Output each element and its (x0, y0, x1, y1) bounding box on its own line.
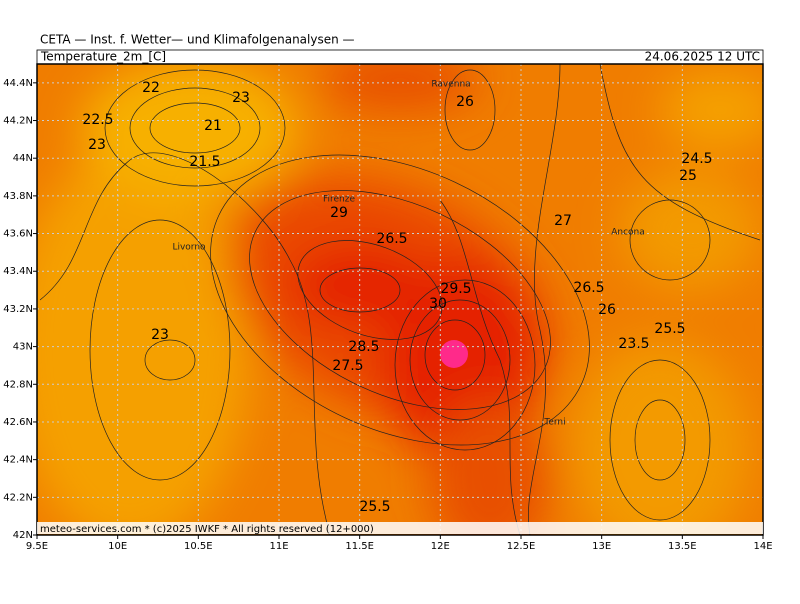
y-tick-label: 43.2N (3, 304, 33, 315)
contour-label: 25.5 (654, 321, 685, 337)
contour-label: 29 (330, 205, 348, 221)
x-tick-label: 14E (753, 541, 772, 552)
x-tick-label: 12E (431, 541, 450, 552)
date: 24.06.2025 12 UTC (645, 50, 760, 64)
contour-label: 22 (142, 80, 160, 96)
contour-label: 23 (88, 137, 106, 153)
footer-bar (37, 522, 763, 534)
x-tick-label: 12.5E (507, 541, 536, 552)
x-tick-label: 9.5E (26, 541, 48, 552)
contour-label: 26.5 (376, 231, 407, 247)
city-label: Firenze (323, 195, 355, 205)
contour-label: 23 (151, 327, 169, 343)
y-tick-label: 42.6N (3, 417, 33, 428)
contour-label: 24.5 (681, 151, 712, 167)
y-tick-label: 44.2N (3, 116, 33, 127)
contour-label: 27.5 (332, 358, 363, 374)
contour-label: 26 (456, 94, 474, 110)
x-tick-label: 10.5E (184, 541, 213, 552)
x-tick-label: 13.5E (668, 541, 697, 552)
y-tick-label: 43N (13, 342, 33, 353)
y-tick-label: 42.4N (3, 455, 33, 466)
contour-label: 23 (232, 90, 250, 106)
x-tick-label: 10E (108, 541, 127, 552)
title: Temperature_2m_[C] (40, 50, 166, 64)
contour-label: 28.5 (348, 339, 379, 355)
y-tick-label: 44N (13, 153, 33, 164)
y-tick-label: 42.2N (3, 492, 33, 503)
contour-label: 29.5 (440, 281, 471, 297)
header: CETA — Inst. f. Wetter— und Klimafolgena… (40, 33, 355, 47)
y-tick-label: 42N (13, 530, 33, 541)
contour-label: 21.5 (189, 154, 220, 170)
city-label: Terni (543, 418, 565, 428)
city-label: Ravenna (431, 80, 470, 90)
y-tick-label: 43.4N (3, 266, 33, 277)
x-tick-label: 11.5E (345, 541, 374, 552)
contour-label: 26 (598, 302, 616, 318)
footer: meteo-services.com * (c)2025 IWKF * All … (40, 524, 374, 535)
city-label: Ancona (611, 228, 645, 238)
frame (36, 63, 764, 536)
temperature-field (37, 64, 763, 535)
y-tick-label: 42.8N (3, 379, 33, 390)
contour-label: 27 (554, 213, 572, 229)
contour-label: 25 (679, 168, 697, 184)
isotherms (39, 64, 761, 535)
x-tick-label: 11E (269, 541, 288, 552)
contour-label: 23.5 (618, 336, 649, 352)
contour-label: 30 (429, 296, 447, 312)
y-tick-label: 43.6N (3, 229, 33, 240)
x-tick-label: 13E (592, 541, 611, 552)
city-label: Livorno (172, 243, 206, 253)
y-tick-label: 43.8N (3, 191, 33, 202)
contour-label: 21 (204, 118, 222, 134)
y-tick-label: 44.4N (3, 78, 33, 89)
contour-label: 25.5 (359, 499, 390, 515)
contour-label: 26.5 (573, 280, 604, 296)
contour-label: 22.5 (82, 112, 113, 128)
